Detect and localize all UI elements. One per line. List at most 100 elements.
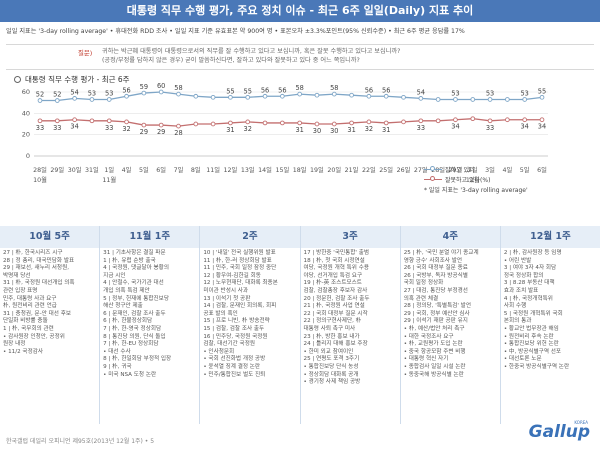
legend-label-negative: 잘못하고 있다(%) bbox=[445, 176, 491, 184]
data-point bbox=[210, 94, 216, 100]
data-label: 34 bbox=[70, 123, 78, 131]
data-point bbox=[245, 94, 251, 100]
data-point bbox=[262, 120, 268, 126]
issue-item: • 朴, 교원평가 도입 논란 bbox=[403, 341, 463, 348]
data-label: 55 bbox=[244, 87, 252, 95]
logo-sub: KOREA bbox=[574, 420, 588, 425]
data-point bbox=[383, 93, 389, 99]
x-tick-label: 6일 bbox=[156, 165, 166, 174]
x-tick-label: 20일 bbox=[327, 165, 341, 174]
week-title: 3주 bbox=[300, 226, 400, 248]
issue-item: 10 | '내일' 전국 실행위원 발표 bbox=[203, 250, 276, 256]
week-column: 4주 25 | 朴, '국민 분열 야기 종교계 영향 긍수' 사회조사 발언 26… bbox=[400, 226, 501, 424]
issue-item: 17 | 방한중 '국민통합' 출범 bbox=[303, 250, 370, 256]
issue-item: 본회의 통과 bbox=[503, 318, 532, 325]
page-title: 대통령 직무 수행 평가, 주요 정치 이슈 - 최근 6주 일일(Daily)… bbox=[0, 0, 600, 22]
data-label: 52 bbox=[36, 91, 44, 99]
data-point bbox=[383, 120, 389, 126]
issue-item: 8 | 통진당 의원, 단식 돌입 bbox=[103, 333, 166, 340]
issue-item: 8 | 朴, 한일회담 부정적 입장 bbox=[103, 356, 172, 363]
issue-item: • 정상회담 대화록 공개 bbox=[303, 371, 359, 378]
data-label: 58 bbox=[330, 84, 338, 92]
month-label: 12월 bbox=[466, 175, 480, 184]
data-point bbox=[72, 117, 77, 123]
x-tick-label: 8일 bbox=[191, 165, 201, 174]
data-point bbox=[158, 89, 164, 95]
data-point bbox=[297, 91, 303, 97]
issue-item: • 통합진보당 위헌 논란 bbox=[503, 341, 559, 348]
issue-item: 민주, 대통령 사과 요구 bbox=[3, 295, 57, 302]
issue-item: • 대선 수사 bbox=[103, 348, 131, 355]
data-label: 33 bbox=[417, 124, 425, 132]
issue-item: • 미국 NSA 도청 논란 bbox=[103, 371, 157, 378]
data-point bbox=[141, 122, 147, 128]
data-label: 55 bbox=[226, 87, 234, 95]
data-point bbox=[279, 93, 285, 99]
data-label: 53 bbox=[88, 89, 96, 97]
data-point bbox=[158, 122, 164, 128]
issue-item: 25 | 朴, '국민 분열 야기 종교계 bbox=[403, 250, 479, 256]
issue-item: • 대선토론 노문 bbox=[503, 356, 542, 363]
data-label: 54 bbox=[70, 88, 78, 96]
x-tick-label: 14일 bbox=[258, 165, 272, 174]
question-label: 질문) bbox=[78, 49, 93, 57]
legend-item-negative: 잘못하고 있다(%) bbox=[424, 174, 528, 184]
data-point bbox=[89, 118, 95, 124]
data-label: 31 bbox=[382, 126, 390, 134]
data-point bbox=[539, 94, 545, 100]
x-tick-label: 18일 bbox=[293, 165, 307, 174]
issue-item: 16 | 민주당, 국정원 국정원 bbox=[203, 333, 268, 340]
issue-item: 11 | 朴, 한-러 정상회담 발표 bbox=[203, 257, 272, 264]
week-column: 2주 10 | '내일' 전국 실행위원 발표 11 | 朴, 한-러 정상회담 발… bbox=[200, 226, 301, 424]
issue-item: 5 | 국정원 개혁특위 국회 bbox=[503, 310, 563, 317]
chart-title: 대통령 직무 수행 평가 - 최근 6주 bbox=[25, 75, 130, 84]
data-label: 33 bbox=[36, 124, 44, 132]
data-label: 58 bbox=[174, 84, 182, 92]
series-line bbox=[40, 91, 543, 102]
data-label: 29 bbox=[140, 128, 148, 136]
series-line bbox=[40, 118, 542, 127]
x-tick-label: 21일 bbox=[345, 165, 359, 174]
month-label: 11월 bbox=[102, 175, 116, 184]
x-tick-label: 4일 bbox=[502, 165, 512, 174]
data-point bbox=[245, 119, 251, 125]
data-point bbox=[106, 97, 112, 102]
data-point bbox=[124, 93, 129, 99]
y-tick-label: 40 bbox=[22, 109, 30, 117]
data-label: 32 bbox=[122, 125, 130, 133]
issue-item: 박명재 당선 bbox=[3, 272, 31, 279]
data-point bbox=[228, 120, 233, 126]
issue-item: 6 | 문재인, 검찰 조사 출두 bbox=[103, 310, 166, 317]
issue-item: 27 | 朴, 한국시리즈 시구 bbox=[3, 250, 63, 256]
issue-item: 공표 발의 혹인 bbox=[203, 310, 238, 317]
data-label: 60 bbox=[157, 82, 165, 90]
data-point bbox=[487, 118, 493, 124]
week-column: 11월 1주 31 | 기초사항은 결질 파문 1 | 朴, 유럽 순방 출국 4 |… bbox=[100, 226, 201, 424]
issue-item: • 통합진보당 단식 농성 bbox=[303, 363, 359, 370]
issue-item: 12 | 황우여-김한길 회동 bbox=[203, 272, 261, 279]
issue-item: 12 | 노무현재단, 대화록 최종본 bbox=[203, 280, 278, 287]
data-label: 56 bbox=[365, 86, 373, 94]
data-point bbox=[210, 121, 216, 127]
data-label: 56 bbox=[261, 86, 269, 94]
issue-item: • 한중국 방공식별구역 논란 bbox=[503, 363, 570, 370]
issue-item: • 황교안 법무장관 해임 bbox=[503, 325, 559, 332]
issue-item: 사회 수행 bbox=[503, 303, 527, 310]
issue-item: 지금 시인 bbox=[103, 272, 126, 279]
issue-item: 여당, 국정원 개혁 특위 수용 bbox=[303, 265, 370, 272]
issue-item: 1 | 朴, 국무회의 관련 bbox=[3, 325, 54, 332]
data-label: 56 bbox=[278, 86, 286, 94]
gallup-logo: Gallup bbox=[528, 422, 590, 442]
data-point bbox=[228, 94, 233, 100]
issue-item: • 한미 외교 참여이인 bbox=[303, 348, 354, 355]
methodology-note: 일일 지표는 '3-day rolling average' • 휴대전화 RD… bbox=[6, 28, 465, 35]
data-point bbox=[37, 118, 43, 124]
data-label: 29 bbox=[157, 128, 165, 136]
issue-item: 29 | 국회, 정부 예산안 심사 bbox=[403, 310, 470, 317]
x-tick-label: 19일 bbox=[310, 165, 324, 174]
data-label: 59 bbox=[140, 83, 148, 91]
week-title: 2주 bbox=[200, 226, 300, 248]
data-label: 53 bbox=[105, 89, 113, 97]
data-point bbox=[349, 92, 354, 98]
